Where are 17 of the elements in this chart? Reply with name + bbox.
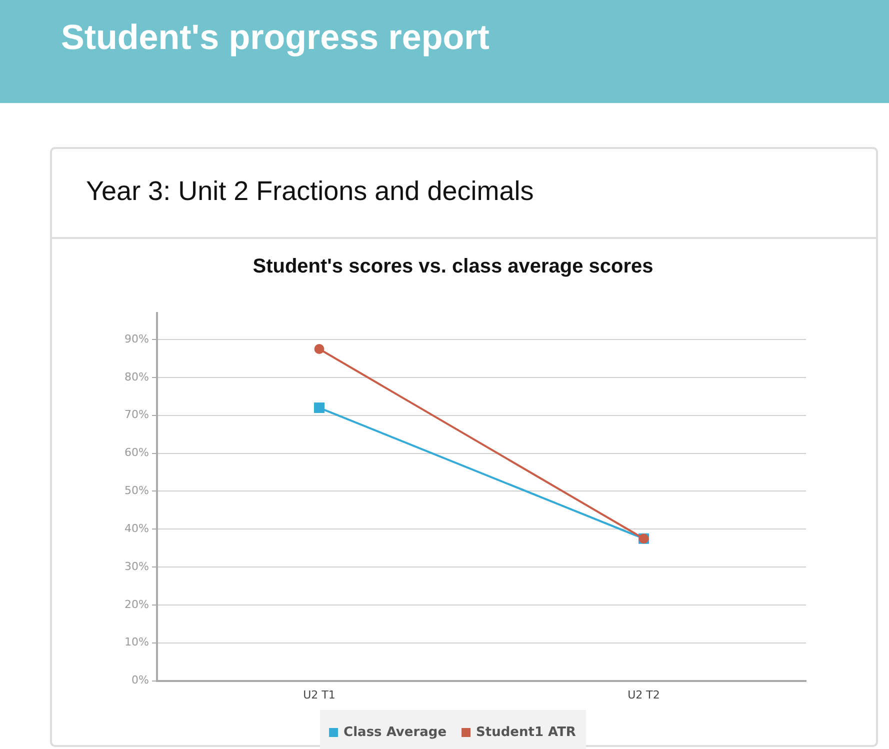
x-tick-label: U2 T1 — [303, 688, 336, 702]
y-tick-label: 20% — [124, 598, 149, 611]
y-tick-label: 90% — [124, 332, 149, 346]
y-tick-label: 0% — [132, 674, 149, 687]
legend-label: Class Average — [344, 724, 447, 740]
y-tick-label: 60% — [124, 446, 149, 460]
y-tick-label: 70% — [124, 408, 149, 422]
chart-title: Student's scores vs. class average scores — [252, 256, 654, 278]
y-tick-label: 10% — [124, 636, 149, 649]
y-tick-label: 80% — [124, 370, 149, 384]
y-tick-label: 30% — [124, 560, 149, 573]
y-tick-label: 50% — [124, 484, 149, 498]
text: Year 3: Unit 2 Fractions and decimals — [86, 176, 534, 207]
legend-label: Student1 ATR — [476, 724, 576, 740]
x-tick-label: U2 T2 — [628, 688, 660, 702]
y-tick-label: 40% — [124, 522, 149, 535]
text: Student's progress report — [61, 18, 490, 58]
